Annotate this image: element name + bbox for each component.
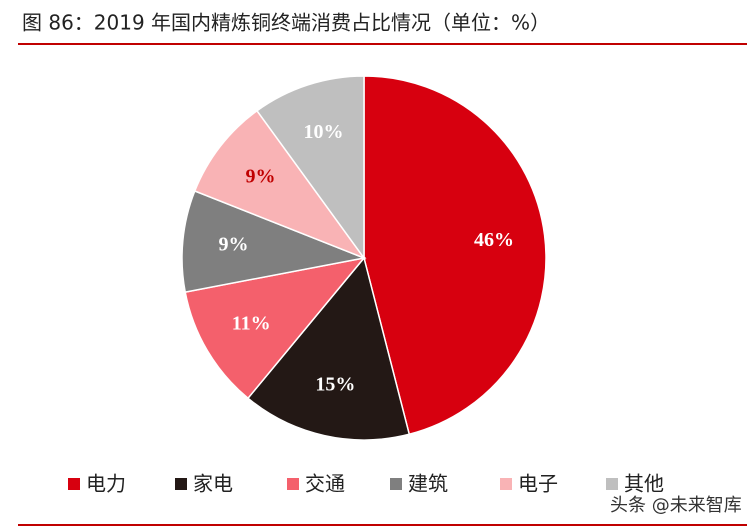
legend-swatch bbox=[500, 478, 512, 490]
legend-label: 交通 bbox=[305, 472, 345, 496]
pie-slice bbox=[255, 75, 365, 261]
legend-swatch bbox=[68, 478, 80, 490]
legend-swatch bbox=[287, 478, 299, 490]
pie-slice bbox=[246, 256, 411, 441]
value-label: 9% bbox=[219, 233, 249, 255]
chart-title: 图 86：2019 年国内精炼铜终端消费占比情况（单位：%） bbox=[22, 11, 550, 35]
pie-slice bbox=[363, 75, 547, 436]
value-label: 46% bbox=[474, 229, 514, 251]
legend-swatch bbox=[390, 478, 402, 490]
legend-label: 其他 bbox=[624, 472, 664, 496]
legend-label: 建筑 bbox=[408, 472, 448, 496]
pie-slice bbox=[181, 190, 367, 293]
value-label: 9% bbox=[245, 165, 275, 187]
legend-label: 电力 bbox=[86, 472, 126, 496]
value-label: 10% bbox=[304, 121, 344, 143]
legend-swatch bbox=[606, 478, 618, 490]
value-label: 11% bbox=[232, 312, 271, 334]
legend-label: 家电 bbox=[193, 472, 233, 496]
watermark: 头条 @未来智库 bbox=[610, 495, 742, 516]
legend-label: 电子 bbox=[518, 472, 558, 496]
pie-slice bbox=[193, 109, 367, 260]
legend-swatch bbox=[175, 478, 187, 490]
pie-slice bbox=[184, 256, 366, 400]
value-label: 15% bbox=[315, 373, 355, 395]
